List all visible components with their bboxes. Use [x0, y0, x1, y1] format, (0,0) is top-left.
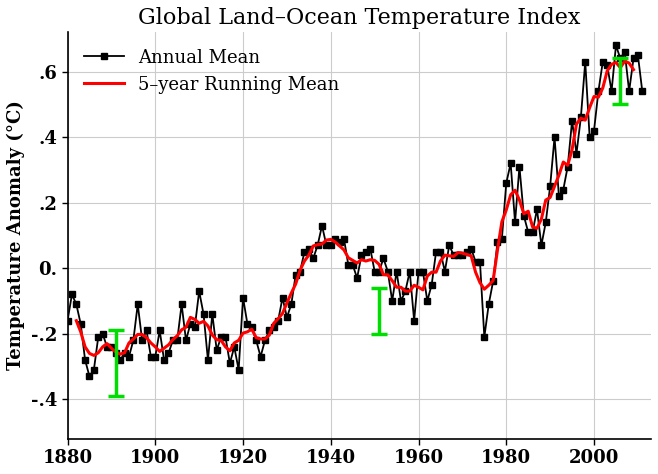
- 5–year Running Mean: [555, 173, 563, 178]
- Line: 5–year Running Mean: 5–year Running Mean: [76, 61, 634, 356]
- Annual Mean: [638, 89, 646, 94]
- Legend: Annual Mean, 5–year Running Mean: Annual Mean, 5–year Running Mean: [76, 41, 346, 101]
- 5–year Running Mean: [90, 353, 98, 358]
- 5–year Running Mean: [630, 67, 638, 73]
- Annual Mean: [116, 357, 124, 363]
- Annual Mean: [243, 321, 251, 327]
- Annual Mean: [86, 374, 93, 379]
- Annual Mean: [528, 229, 536, 235]
- Title: Global Land–Ocean Temperature Index: Global Land–Ocean Temperature Index: [138, 7, 580, 29]
- 5–year Running Mean: [213, 337, 220, 343]
- Y-axis label: Temperature Anomaly (°C): Temperature Anomaly (°C): [7, 100, 25, 370]
- 5–year Running Mean: [283, 300, 291, 306]
- 5–year Running Mean: [305, 252, 313, 258]
- Line: Annual Mean: Annual Mean: [64, 42, 645, 380]
- Annual Mean: [612, 43, 620, 48]
- Annual Mean: [533, 206, 541, 212]
- 5–year Running Mean: [620, 58, 628, 64]
- 5–year Running Mean: [72, 318, 80, 324]
- Annual Mean: [138, 337, 146, 343]
- 5–year Running Mean: [367, 257, 374, 263]
- Annual Mean: [261, 337, 269, 343]
- 5–year Running Mean: [607, 62, 615, 67]
- Annual Mean: [64, 318, 72, 324]
